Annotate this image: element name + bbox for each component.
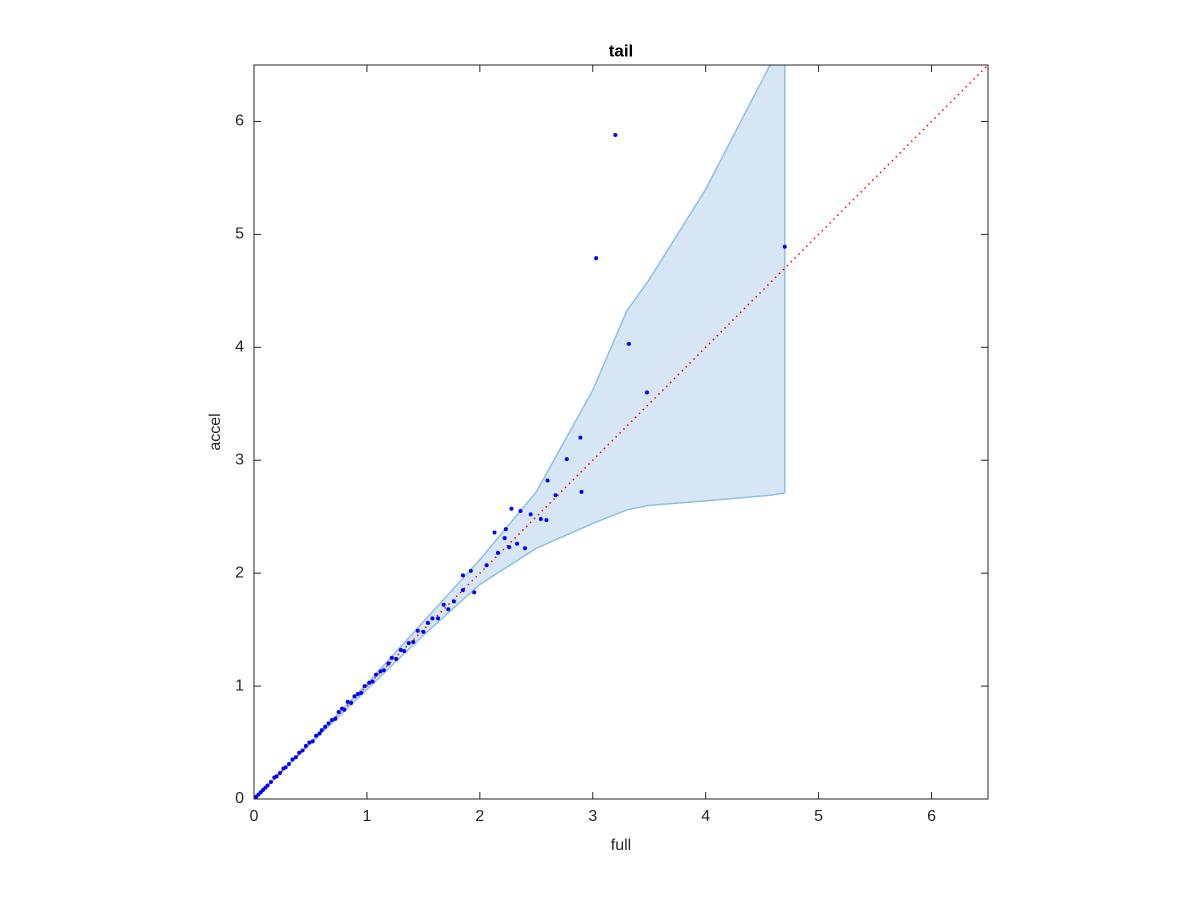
- y-axis-label: accel: [207, 413, 224, 450]
- point: [283, 765, 288, 770]
- point: [310, 739, 315, 744]
- x-tick-label: 4: [701, 808, 710, 825]
- point: [367, 680, 372, 685]
- point: [378, 669, 383, 674]
- point: [430, 616, 435, 621]
- point: [349, 701, 354, 706]
- point: [398, 647, 403, 652]
- point: [644, 390, 649, 395]
- point: [544, 518, 549, 523]
- point: [265, 783, 270, 788]
- point: [446, 607, 451, 612]
- point: [277, 771, 282, 776]
- y-tick-label: 2: [235, 564, 244, 581]
- point: [436, 616, 441, 621]
- point: [564, 457, 569, 462]
- point: [578, 435, 583, 440]
- point: [451, 599, 456, 604]
- point: [528, 512, 533, 517]
- point: [342, 707, 347, 712]
- point: [425, 620, 430, 625]
- point: [362, 684, 367, 689]
- point: [352, 694, 357, 699]
- point: [293, 755, 298, 760]
- point: [290, 757, 295, 762]
- point: [495, 550, 500, 555]
- x-tick-label: 6: [927, 808, 936, 825]
- x-tick-label: 0: [250, 808, 259, 825]
- point: [515, 541, 520, 546]
- y-tick-label: 4: [235, 339, 244, 356]
- point: [411, 640, 416, 645]
- point: [307, 740, 312, 745]
- point: [297, 750, 302, 755]
- point: [287, 761, 292, 766]
- point: [333, 716, 338, 721]
- axes-box: [253, 64, 989, 800]
- point: [268, 780, 273, 785]
- point: [518, 509, 523, 514]
- point: [626, 341, 631, 346]
- point: [406, 641, 411, 646]
- y-tick-label: 0: [235, 790, 244, 807]
- chart-title: tail: [609, 41, 634, 60]
- point: [503, 527, 508, 532]
- point: [492, 530, 497, 535]
- y-tick-label: 1: [235, 677, 244, 694]
- point: [415, 628, 420, 633]
- point: [300, 748, 305, 753]
- plot-area: [254, 65, 988, 799]
- point: [370, 679, 375, 684]
- point: [502, 536, 507, 541]
- point: [326, 721, 331, 726]
- point: [345, 699, 350, 704]
- point: [523, 546, 528, 551]
- x-tick-label: 2: [475, 808, 484, 825]
- point: [441, 602, 446, 607]
- point: [402, 649, 407, 654]
- point: [579, 489, 584, 494]
- point: [323, 724, 328, 729]
- x-tick-label: 3: [588, 808, 597, 825]
- x-tick-label: 5: [814, 808, 823, 825]
- point: [545, 478, 550, 483]
- point: [613, 133, 618, 138]
- point: [484, 563, 489, 568]
- point: [594, 256, 599, 261]
- point: [394, 656, 399, 661]
- point: [314, 733, 319, 738]
- point: [373, 672, 378, 677]
- point: [421, 629, 426, 634]
- point: [460, 588, 465, 593]
- y-tick-label: 5: [235, 226, 244, 243]
- point: [509, 506, 514, 511]
- point: [468, 568, 473, 573]
- point: [274, 774, 279, 779]
- point: [538, 516, 543, 521]
- point: [507, 545, 512, 550]
- point: [317, 731, 322, 736]
- point: [381, 668, 386, 673]
- point: [336, 710, 341, 715]
- point: [782, 244, 787, 249]
- point: [329, 717, 334, 722]
- x-tick-label: 1: [362, 808, 371, 825]
- point: [472, 590, 477, 595]
- point: [355, 691, 360, 696]
- point: [303, 743, 308, 748]
- y-tick-label: 6: [235, 113, 244, 130]
- y-tick-label: 3: [235, 451, 244, 468]
- band-area: [254, 65, 785, 799]
- point: [460, 573, 465, 578]
- point: [386, 661, 391, 666]
- point: [389, 655, 394, 660]
- band-lower: [254, 492, 785, 799]
- point: [553, 493, 558, 498]
- x-axis-label: full: [611, 837, 631, 854]
- point: [319, 728, 324, 733]
- point: [359, 690, 364, 695]
